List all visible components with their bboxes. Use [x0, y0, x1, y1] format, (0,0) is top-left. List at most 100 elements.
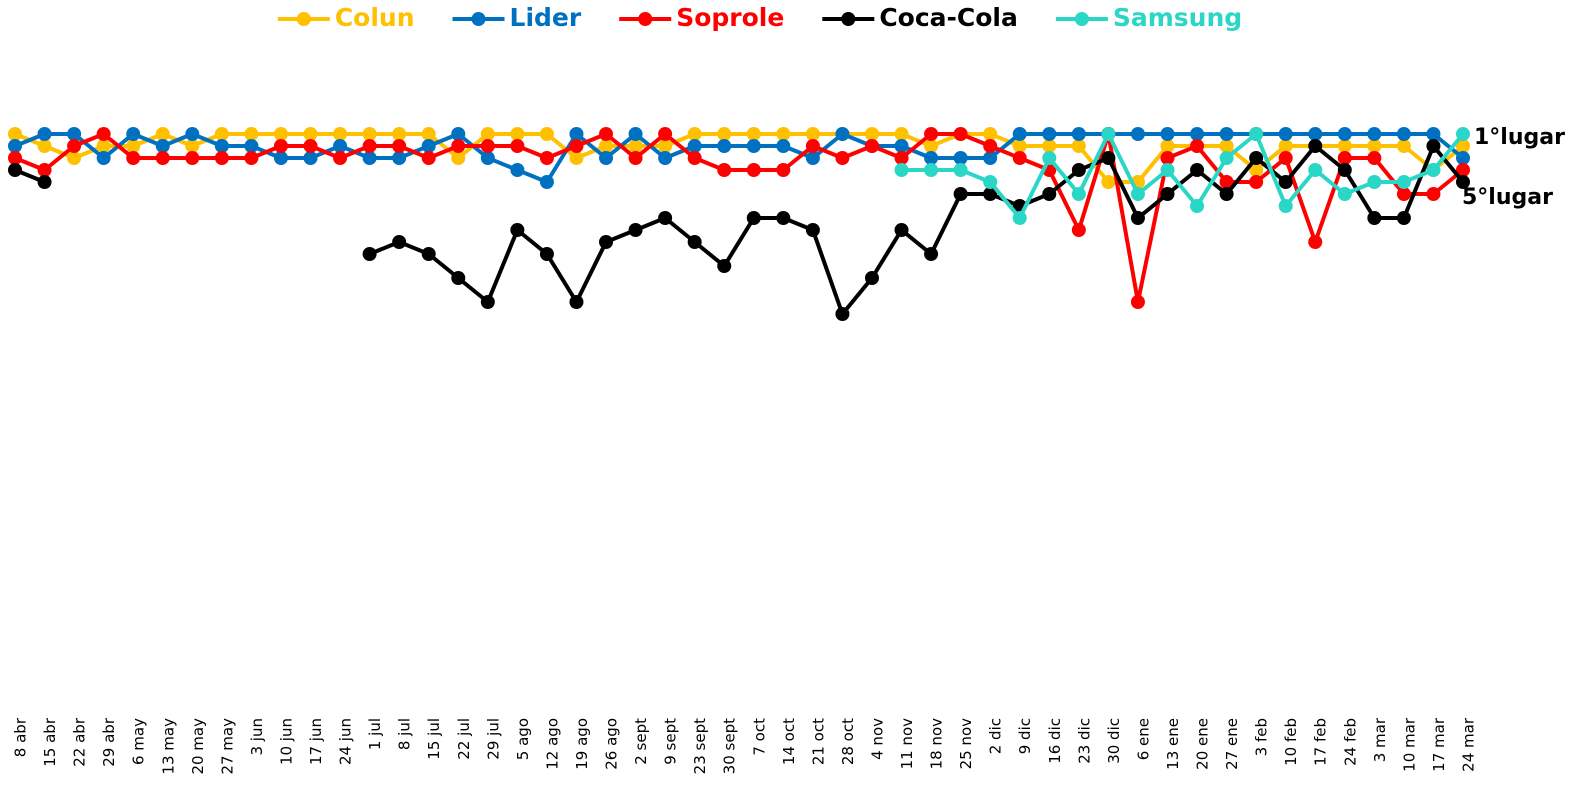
x-tick-label: 1 jul	[366, 718, 384, 750]
x-tick-label: 11 nov	[898, 718, 916, 770]
point	[185, 127, 200, 141]
point	[1456, 163, 1470, 177]
x-tick-label: 24 jun	[337, 718, 355, 765]
point	[1249, 163, 1264, 177]
point	[67, 151, 82, 165]
point	[244, 139, 259, 153]
x-tick-label: 23 dic	[1075, 718, 1093, 764]
point	[451, 127, 466, 141]
point	[1249, 127, 1264, 141]
point	[569, 151, 584, 165]
point	[1012, 211, 1027, 225]
x-tick-label: 3 jun	[248, 718, 266, 756]
point	[214, 127, 229, 141]
point	[924, 127, 939, 141]
x-tick-label: 8 jul	[396, 718, 414, 750]
x-tick-label: 12 ago	[543, 718, 561, 770]
point	[1396, 175, 1411, 189]
point	[126, 127, 141, 141]
point	[273, 151, 288, 165]
point	[1278, 199, 1293, 213]
legend-marker	[296, 12, 311, 26]
point	[1308, 235, 1323, 249]
point	[1219, 127, 1234, 141]
point	[37, 175, 52, 189]
point	[628, 127, 643, 141]
point	[421, 151, 436, 165]
point	[894, 223, 909, 237]
point	[1396, 211, 1411, 225]
point	[776, 127, 791, 141]
point	[1456, 139, 1470, 153]
point	[717, 163, 732, 177]
legend-label: Colun	[335, 3, 415, 32]
point	[1337, 139, 1352, 153]
x-tick-label: 24 mar	[1460, 717, 1478, 772]
x-tick-label: 15 jul	[425, 718, 443, 760]
point	[1396, 187, 1411, 201]
point	[67, 139, 82, 153]
x-tick-label: 25 nov	[957, 718, 975, 770]
legend-marker	[471, 12, 486, 26]
point	[569, 127, 584, 141]
x-tick-label: 2 dic	[987, 718, 1005, 754]
point	[599, 235, 614, 249]
point	[185, 139, 200, 153]
point	[392, 127, 407, 141]
point	[1160, 151, 1175, 165]
x-tick-label: 18 nov	[928, 718, 946, 770]
point	[303, 127, 318, 141]
legend-label: Coca-Cola	[879, 3, 1018, 32]
point	[1367, 127, 1382, 141]
x-tick-label: 20 may	[189, 718, 207, 775]
point	[658, 127, 673, 141]
point	[924, 139, 939, 153]
point	[451, 271, 466, 285]
point	[333, 139, 348, 153]
point	[126, 151, 141, 165]
x-tick-label: 27 ene	[1223, 718, 1241, 770]
point	[480, 295, 495, 309]
point	[1101, 127, 1116, 141]
x-tick-label: 5 ago	[514, 718, 532, 760]
point	[37, 139, 52, 153]
point	[510, 163, 525, 177]
point	[835, 307, 850, 321]
x-tick-label: 16 dic	[1046, 718, 1064, 764]
point	[1071, 127, 1086, 141]
point	[1160, 127, 1175, 141]
point	[805, 139, 820, 153]
point	[1130, 187, 1145, 201]
legend-marker	[638, 12, 653, 26]
point	[776, 163, 791, 177]
point	[1308, 139, 1323, 153]
point	[1308, 127, 1323, 141]
point	[717, 139, 732, 153]
point	[1071, 223, 1086, 237]
point	[1012, 151, 1027, 165]
point	[628, 139, 643, 153]
x-tick-label: 22 jul	[455, 718, 473, 760]
point	[953, 151, 968, 165]
point	[1219, 175, 1234, 189]
point	[480, 127, 495, 141]
point	[776, 211, 791, 225]
point	[126, 139, 141, 153]
point	[1130, 295, 1145, 309]
point	[8, 127, 22, 141]
point	[1337, 127, 1352, 141]
point	[155, 139, 170, 153]
point	[37, 163, 52, 177]
x-tick-label: 17 jun	[307, 718, 325, 765]
point	[1278, 151, 1293, 165]
point	[1219, 151, 1234, 165]
x-tick-label: 14 oct	[780, 718, 798, 765]
x-tick-label: 10 feb	[1282, 718, 1300, 766]
point	[96, 127, 111, 141]
point	[155, 151, 170, 165]
point	[687, 139, 702, 153]
x-tick-label: 23 sept	[691, 718, 709, 774]
point	[8, 163, 22, 177]
point	[864, 139, 879, 153]
point	[421, 247, 436, 261]
